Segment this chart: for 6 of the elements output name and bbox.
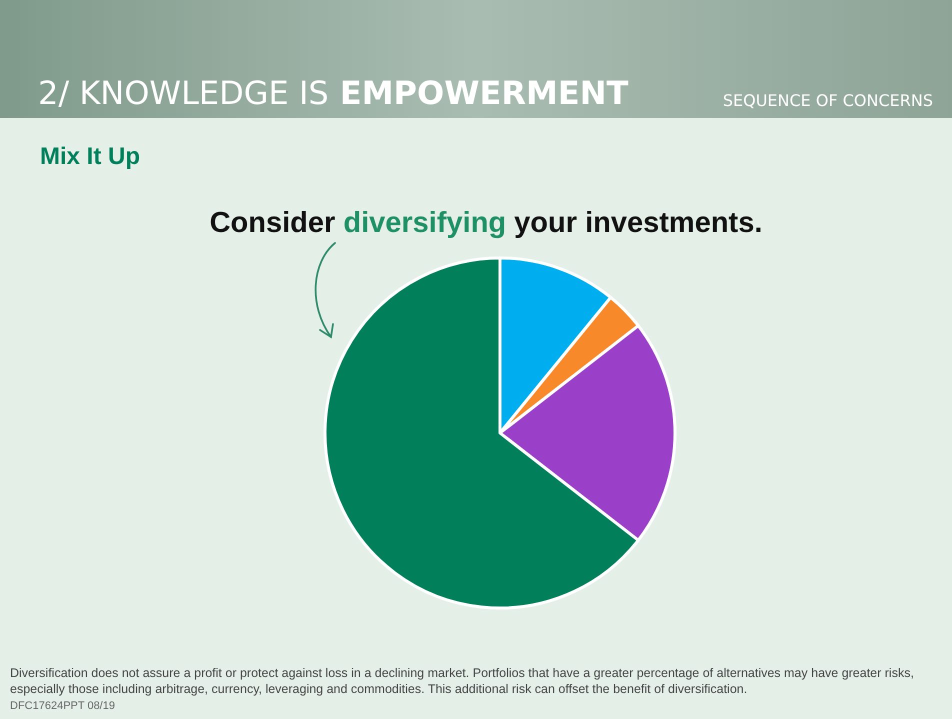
- text: Consider diversifying your investments.: [210, 207, 762, 239]
- text: DFC17624PPT 08/19: [10, 700, 115, 712]
- text: Diversification does not assure a profit or protect against loss in a declining market. Portfolios that have a greater percentage of alternatives may have greater risks, especially those including arbitrage, currency, leveraging and commodities. This additional risk can offset the benefit of diversification.: [10, 665, 915, 697]
- text: Mix It Up: [40, 143, 140, 170]
- chart-title: 2/ KNOWLEDGE IS EMPOWERMENT: [38, 74, 628, 112]
- text: SEQUENCE OF CONCERNS: [722, 91, 933, 110]
